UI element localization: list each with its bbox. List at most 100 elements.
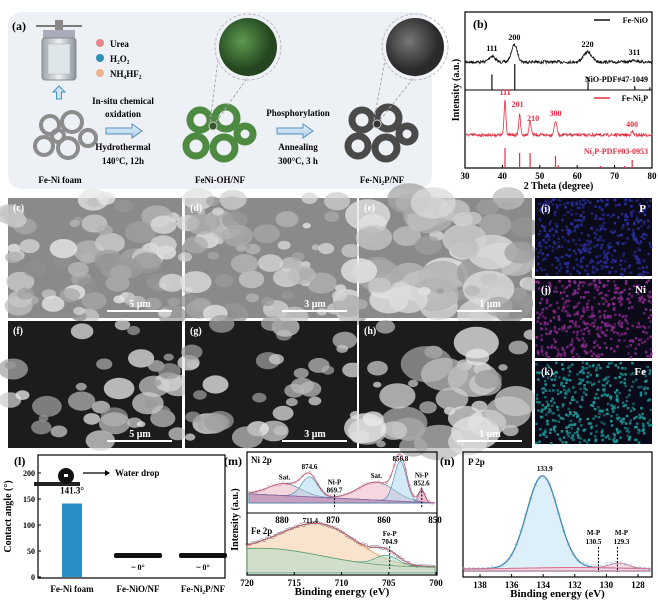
sem-panel-label: (c) xyxy=(13,203,24,214)
eds-dot xyxy=(592,363,595,367)
eds-dot xyxy=(593,283,596,286)
nanosheet-texture xyxy=(476,199,499,216)
data-point xyxy=(281,481,285,485)
eds-dot xyxy=(535,397,539,400)
eds-dot xyxy=(617,297,620,300)
eds-dot xyxy=(641,341,644,345)
eds-dot xyxy=(604,261,608,264)
eds-dot xyxy=(638,242,641,245)
eds-dot xyxy=(581,266,584,269)
eds-dot xyxy=(582,306,585,309)
peak-label: Sat. xyxy=(279,473,291,481)
eds-dot xyxy=(581,343,585,346)
eds-dot xyxy=(579,370,582,374)
eds-dot xyxy=(641,301,645,304)
eds-dot xyxy=(645,200,649,204)
eds-dot xyxy=(559,438,562,442)
eds-dot xyxy=(634,352,637,356)
eds-dot xyxy=(603,260,606,264)
eds-dot xyxy=(630,373,633,376)
eds-dot xyxy=(569,320,572,323)
eds-dot xyxy=(624,404,627,407)
nanosheet-texture xyxy=(158,363,181,380)
eds-dot xyxy=(572,438,575,441)
eds-dot xyxy=(624,202,627,206)
eds-dot xyxy=(588,315,591,319)
y-tick-label: 100 xyxy=(23,521,35,530)
eds-dot xyxy=(592,325,596,328)
eds-dot xyxy=(548,389,551,392)
eds-dot xyxy=(647,316,651,320)
eds-dot xyxy=(598,409,601,412)
nanosheet-texture xyxy=(367,360,388,376)
eds-dot xyxy=(580,203,583,206)
eds-dot xyxy=(559,355,563,358)
eds-dot xyxy=(618,339,621,342)
eds-dot xyxy=(606,199,609,202)
eds-dot xyxy=(598,229,601,232)
eds-dot xyxy=(549,220,552,223)
eds-dot xyxy=(588,242,591,245)
eds-dot xyxy=(535,336,539,339)
nanosheet-texture xyxy=(253,224,280,244)
eds-dot xyxy=(612,280,616,283)
eds-dot xyxy=(536,255,540,259)
eds-dot xyxy=(604,294,607,297)
eds-dot xyxy=(568,229,571,232)
eds-dot xyxy=(606,434,610,438)
eds-dot xyxy=(625,396,629,399)
eds-panel-label: (k) xyxy=(541,367,553,378)
sem-image: (d) 3 μm xyxy=(176,188,367,327)
data-point xyxy=(604,562,608,566)
eds-dot xyxy=(649,199,652,202)
data-point xyxy=(571,552,575,556)
nanosheet-texture xyxy=(252,392,267,403)
nanosheet-texture xyxy=(168,427,187,441)
nanosheet-texture xyxy=(95,232,125,254)
eds-dot xyxy=(570,351,574,354)
eds-dot xyxy=(572,249,576,253)
eds-dot xyxy=(640,385,643,389)
eds-dot xyxy=(592,271,596,274)
eds-dot xyxy=(622,252,625,255)
eds-dot xyxy=(642,325,645,328)
eds-dot xyxy=(643,298,646,302)
reference-label: Ni₂P-PDF#03-0953 xyxy=(584,147,648,156)
eds-dot xyxy=(650,352,653,356)
eds-map-p: (i) P xyxy=(535,198,653,277)
eds-dot xyxy=(624,198,627,201)
nanosheet-texture xyxy=(345,199,391,231)
eds-dot xyxy=(580,220,584,223)
feni-oh-foam-icon xyxy=(182,103,257,163)
eds-dot xyxy=(556,389,559,392)
nanosheet-texture xyxy=(311,244,321,251)
eds-dot xyxy=(548,229,552,233)
eds-dot xyxy=(535,344,538,347)
eds-dot xyxy=(618,324,621,327)
eds-dot xyxy=(573,423,576,426)
eds-dot xyxy=(564,262,568,266)
eds-dot xyxy=(559,416,563,420)
eds-dot xyxy=(603,413,606,417)
eds-dot xyxy=(594,283,598,287)
eds-dot xyxy=(604,324,607,327)
eds-dot xyxy=(638,249,641,252)
eds-dot xyxy=(638,261,641,265)
eds-dot xyxy=(540,338,543,341)
data-point xyxy=(533,483,537,487)
eds-dot xyxy=(543,407,547,410)
nanosheet-texture xyxy=(447,405,483,431)
eds-dot xyxy=(605,346,608,349)
data-point xyxy=(519,529,523,533)
eds-dot xyxy=(540,327,544,331)
eds-dot xyxy=(637,322,640,325)
data-point xyxy=(510,553,514,557)
eds-dot xyxy=(579,214,583,217)
eds-dot xyxy=(613,307,616,310)
eds-dot xyxy=(548,431,552,435)
eds-panel-label: (j) xyxy=(541,285,551,296)
eds-dot xyxy=(591,404,595,408)
eds-dot xyxy=(642,370,646,374)
eds-dot xyxy=(608,362,611,365)
eds-dot xyxy=(584,269,587,272)
